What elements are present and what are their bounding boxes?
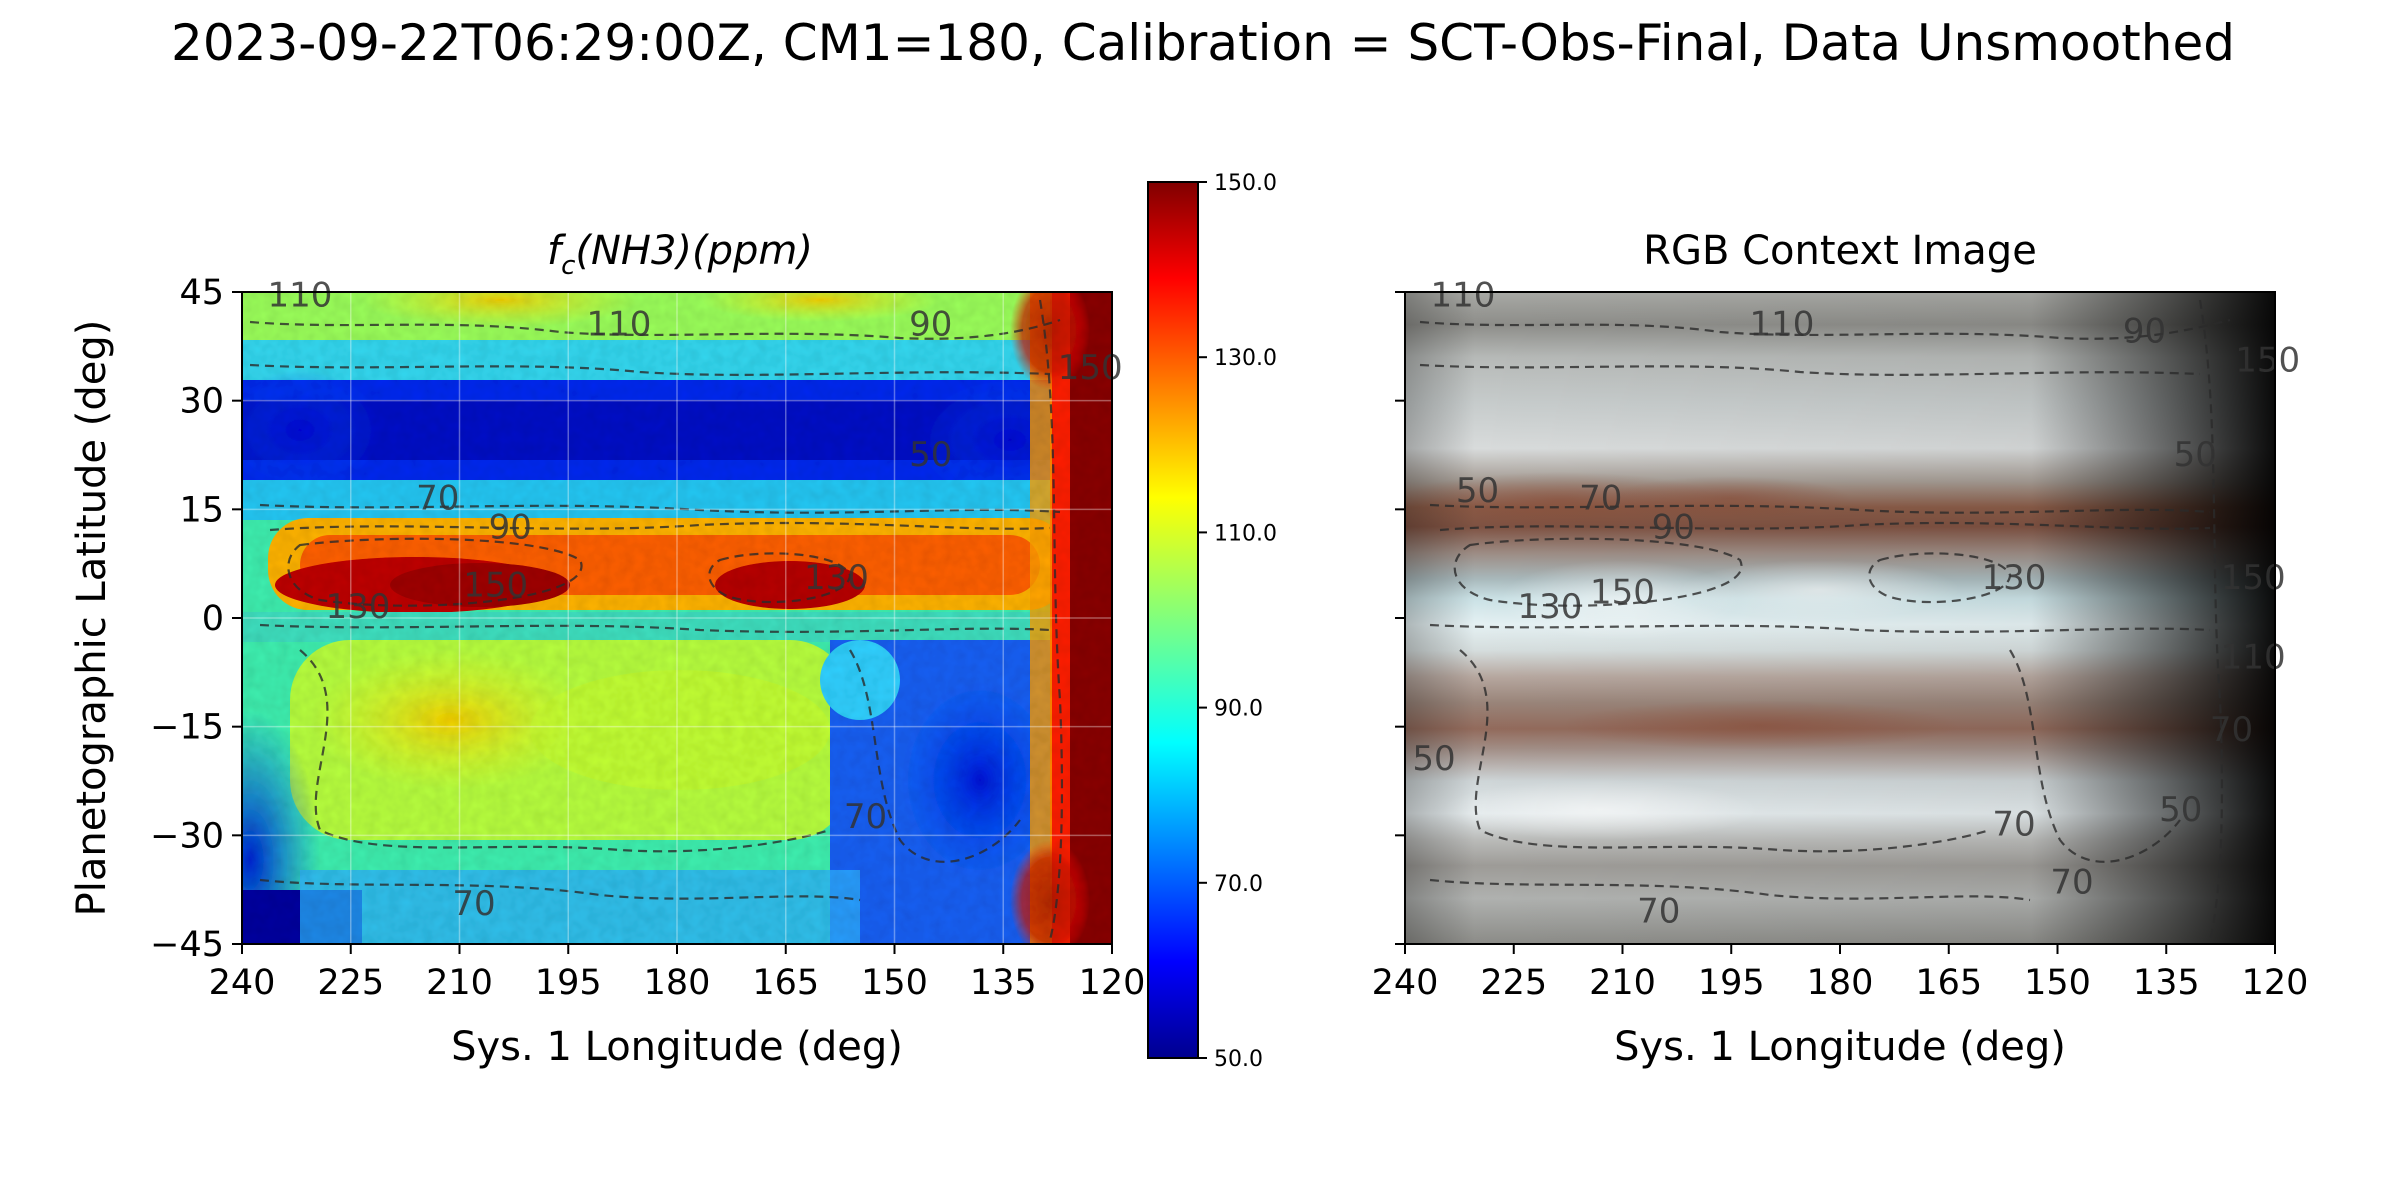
nh3-title-units: (NH3)(ppm) bbox=[575, 228, 813, 274]
colorbar-tick-label: 50.0 bbox=[1214, 1047, 1263, 1072]
nh3-x-tick-label: 180 bbox=[644, 963, 711, 1003]
colorbar-tick-label: 130.0 bbox=[1214, 346, 1277, 371]
nh3-x-tick-label: 210 bbox=[426, 963, 493, 1003]
nh3-y-tick-label: 15 bbox=[179, 490, 224, 530]
nh3-x-tick-label: 165 bbox=[752, 963, 819, 1003]
colorbar-tick-label: 110.0 bbox=[1214, 521, 1277, 546]
nh3-y-axis-label: Planetographic Latitude (deg) bbox=[69, 320, 115, 917]
rgb-x-tick-label: 150 bbox=[2024, 963, 2091, 1003]
nh3-contour-label: 130 bbox=[326, 587, 391, 627]
rgb-panel-title: RGB Context Image bbox=[1643, 228, 2037, 274]
rgb-x-axis-label: Sys. 1 Longitude (deg) bbox=[1614, 1024, 2066, 1070]
nh3-y-tick-label: 45 bbox=[179, 273, 224, 313]
nh3-contour-label: 130 bbox=[804, 558, 869, 598]
nh3-x-ticks: 240 225 210 195 180 165 150 135 120 bbox=[209, 944, 1146, 1003]
rgb-contour-label: 90 bbox=[2123, 312, 2166, 352]
rgb-contour-label: 130 bbox=[1518, 587, 1583, 627]
rgb-contour-label: 50 bbox=[2159, 790, 2202, 830]
rgb-contour-label: 110 bbox=[1750, 304, 1815, 344]
nh3-x-tick-label: 135 bbox=[970, 963, 1037, 1003]
rgb-contour-label: 70 bbox=[2210, 710, 2253, 750]
rgb-x-ticks: 240 225 210 195 180 165 150 135 120 bbox=[1372, 944, 2309, 1003]
nh3-grid bbox=[242, 292, 1112, 944]
nh3-y-tick-label: 30 bbox=[179, 382, 224, 422]
nh3-y-tick-label: −45 bbox=[150, 925, 224, 965]
rgb-contour-label: 70 bbox=[1992, 804, 2035, 844]
rgb-contour-label: 50 bbox=[1412, 739, 1455, 779]
rgb-x-tick-label: 135 bbox=[2133, 963, 2200, 1003]
rgb-x-tick-label: 210 bbox=[1589, 963, 1656, 1003]
rgb-contour-label: 110 bbox=[1431, 275, 1496, 315]
nh3-contour-label: 90 bbox=[489, 507, 532, 547]
colorbar-tick-label: 70.0 bbox=[1214, 872, 1263, 897]
nh3-contour-label: 70 bbox=[452, 884, 495, 924]
nh3-y-tick-label: 0 bbox=[202, 599, 224, 639]
nh3-x-tick-label: 150 bbox=[861, 963, 928, 1003]
rgb-y-ticks bbox=[1395, 291, 1405, 945]
rgb-contour-label: 50 bbox=[2174, 435, 2217, 475]
rgb-x-tick-label: 240 bbox=[1372, 963, 1439, 1003]
nh3-panel-title: fc(NH3)(ppm) bbox=[547, 228, 813, 281]
rgb-x-tick-label: 180 bbox=[1807, 963, 1874, 1003]
nh3-y-tick-label: −30 bbox=[150, 816, 224, 856]
rgb-contour-label: 130 bbox=[1982, 558, 2047, 598]
rgb-contour-label: 50 bbox=[1456, 471, 1499, 511]
nh3-x-axis-label: Sys. 1 Longitude (deg) bbox=[451, 1024, 903, 1070]
rgb-x-tick-label: 195 bbox=[1698, 963, 1765, 1003]
nh3-contour-label: 70 bbox=[844, 797, 887, 837]
nh3-y-tick-label: −15 bbox=[150, 708, 224, 748]
rgb-contour-label: 70 bbox=[1579, 478, 1622, 518]
rgb-context-panel: RGB Context Image bbox=[1372, 228, 2309, 1070]
rgb-contour-label: 70 bbox=[2050, 862, 2093, 902]
nh3-y-ticks: 45 30 15 0 −15 −30 −45 bbox=[150, 273, 242, 965]
rgb-x-tick-label: 165 bbox=[1915, 963, 1982, 1003]
rgb-x-tick-label: 225 bbox=[1480, 963, 1547, 1003]
rgb-contours bbox=[1419, 299, 2231, 941]
nh3-x-tick-label: 240 bbox=[209, 963, 276, 1003]
nh3-contour-label: 150 bbox=[463, 565, 528, 605]
rgb-x-tick-label: 120 bbox=[2242, 963, 2309, 1003]
nh3-heatmap-panel: fc(NH3)(ppm) bbox=[69, 228, 1145, 1070]
colorbar-ticks: 150.0 130.0 110.0 90.0 70.0 50.0 bbox=[1198, 171, 1277, 1072]
nh3-x-tick-label: 225 bbox=[317, 963, 384, 1003]
nh3-heatmap-image bbox=[242, 292, 1112, 944]
rgb-context-image bbox=[1405, 292, 2275, 944]
colorbar-tick-label: 150.0 bbox=[1214, 171, 1277, 196]
nh3-contour-label: 70 bbox=[416, 478, 459, 518]
rgb-contour-label: 70 bbox=[1637, 891, 1680, 931]
rgb-contour-label: 150 bbox=[2235, 341, 2300, 381]
nh3-x-tick-label: 120 bbox=[1079, 963, 1146, 1003]
nh3-contour-label: 110 bbox=[587, 304, 652, 344]
nh3-contours bbox=[249, 299, 1064, 941]
figure-title: 2023-09-22T06:29:00Z, CM1=180, Calibrati… bbox=[171, 14, 2235, 72]
colorbar-tick-label: 90.0 bbox=[1214, 697, 1263, 722]
colorbar-gradient bbox=[1147, 181, 1199, 1059]
nh3-x-tick-label: 195 bbox=[535, 963, 602, 1003]
colorbar: 150.0 130.0 110.0 90.0 70.0 50.0 bbox=[1147, 171, 1277, 1072]
nh3-contour-label: 110 bbox=[268, 275, 333, 315]
nh3-contour-label: 90 bbox=[909, 304, 952, 344]
rgb-contour-label: 90 bbox=[1652, 507, 1695, 547]
nh3-title-subscript: c bbox=[561, 251, 575, 281]
rgb-contour-label: 150 bbox=[1590, 573, 1655, 613]
nh3-contour-label: 50 bbox=[909, 435, 952, 475]
